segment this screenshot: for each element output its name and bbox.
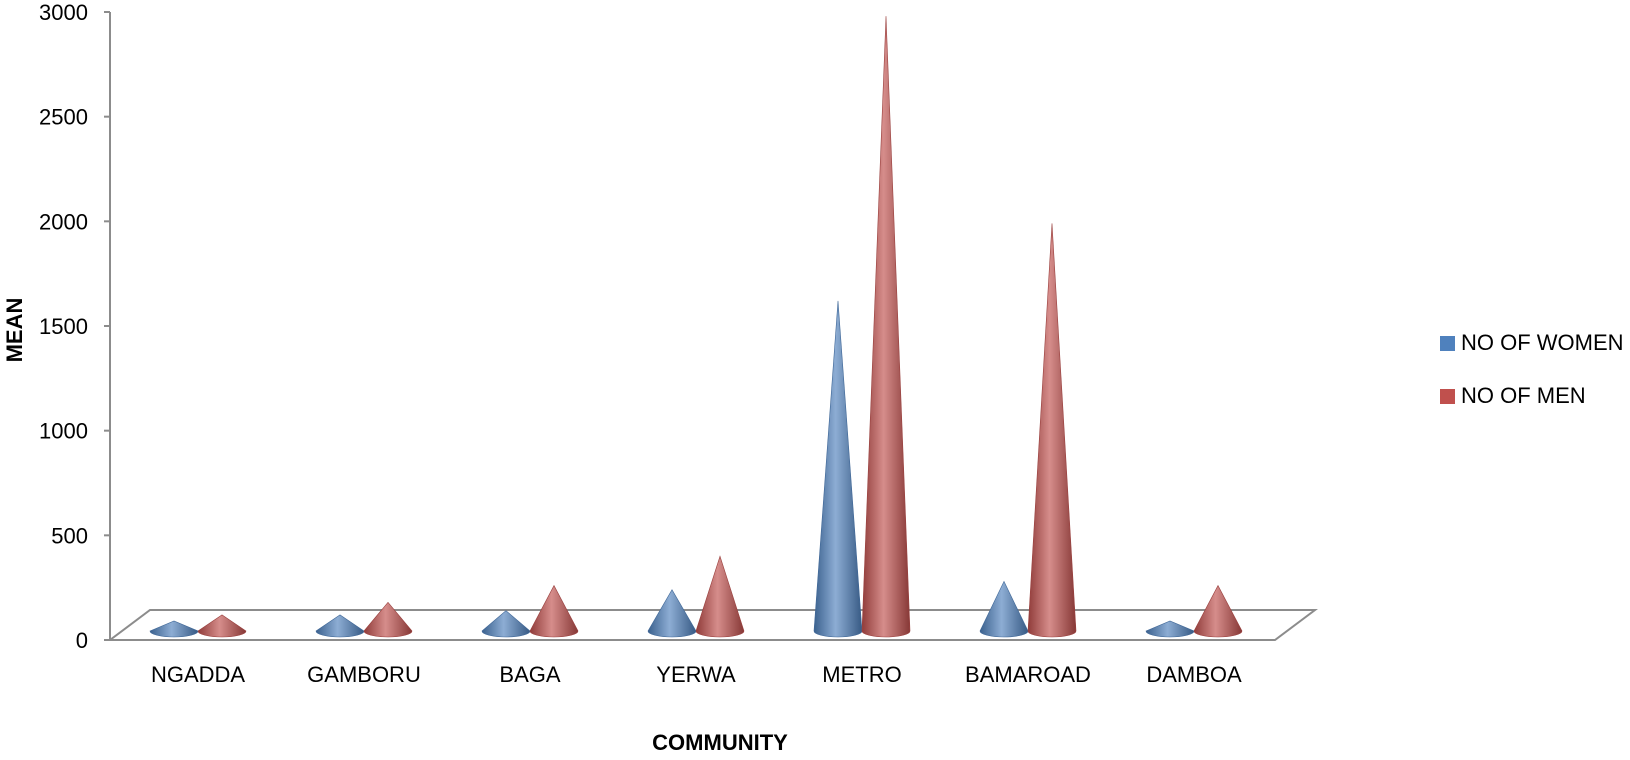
- cone-gamboru-women: [315, 614, 365, 638]
- cone-ngadda-women: [149, 620, 199, 638]
- y-axis-title: MEAN: [2, 298, 27, 363]
- y-tick-label: 2500: [39, 105, 88, 130]
- x-tick-label: DAMBOA: [1146, 662, 1242, 687]
- cone-yerwa-men: [695, 555, 745, 638]
- cone-metro-women: [813, 300, 863, 638]
- y-tick-label: 3000: [39, 0, 88, 25]
- cone-yerwa-women: [647, 589, 697, 638]
- y-tick-label: 2000: [39, 209, 88, 234]
- x-tick-label: BAGA: [499, 662, 560, 687]
- chart-marks: [149, 16, 1243, 638]
- x-axis-title: COMMUNITY: [652, 730, 788, 755]
- x-tick-label: NGADDA: [151, 662, 245, 687]
- y-axis: 0 500 1000 1500 2000 2500 3000: [39, 0, 111, 653]
- y-tick-label: 500: [51, 523, 88, 548]
- x-axis: NGADDA GAMBORU BAGA YERWA METRO BAMAROAD DAMBO…: [151, 662, 1242, 687]
- x-tick-label: METRO: [822, 662, 901, 687]
- y-tick-label: 1000: [39, 419, 88, 444]
- legend-swatch-men: [1440, 388, 1455, 404]
- cone-metro-men: [861, 16, 911, 638]
- cone-bamaroad-men: [1027, 223, 1077, 638]
- legend-label-women: NO OF WOMEN: [1461, 330, 1624, 355]
- x-tick-label: BAMAROAD: [965, 662, 1091, 687]
- legend: NO OF WOMEN NO OF MEN: [1440, 330, 1624, 436]
- cone-gamboru-men: [363, 601, 413, 638]
- cone-damboa-men: [1193, 584, 1243, 638]
- legend-item-men: NO OF MEN: [1440, 383, 1624, 409]
- cone-bamaroad-women: [979, 580, 1029, 638]
- legend-swatch-women: [1440, 335, 1455, 351]
- cone-ngadda-men: [197, 614, 247, 638]
- legend-label-men: NO OF MEN: [1461, 383, 1586, 408]
- y-tick-label: 0: [76, 628, 88, 653]
- cone-baga-men: [529, 584, 579, 638]
- legend-item-women: NO OF WOMEN: [1440, 330, 1624, 356]
- x-tick-label: GAMBORU: [307, 662, 421, 687]
- x-tick-label: YERWA: [656, 662, 736, 687]
- cone-damboa-women: [1145, 620, 1195, 638]
- cone-baga-women: [481, 610, 531, 638]
- y-tick-label: 1500: [39, 314, 88, 339]
